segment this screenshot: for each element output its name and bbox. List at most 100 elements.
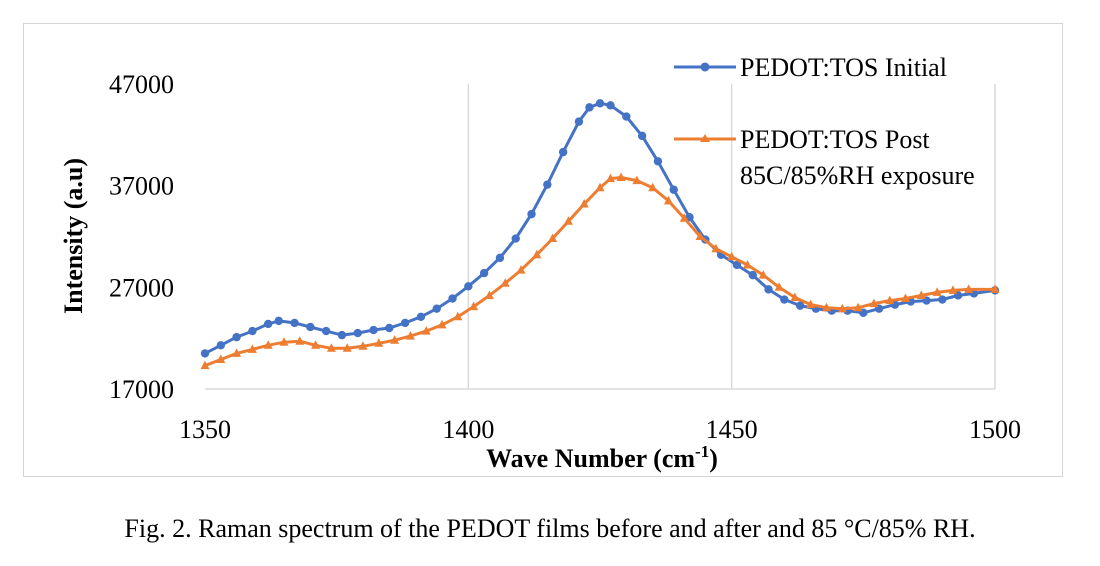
data-point-1-48: [948, 285, 958, 294]
data-point-1-6: [295, 336, 305, 345]
data-point-1-28: [632, 175, 642, 185]
series-post: [200, 172, 1000, 370]
data-point-0-29: [637, 131, 647, 141]
tick-labels: 1350 1400 1450 1500 17000 27000 37000 47000: [109, 70, 1021, 444]
y-tick-label-37000: 37000: [109, 172, 174, 201]
data-point-1-38: [790, 292, 800, 301]
data-point-0-2: [232, 332, 241, 342]
data-point-0-15: [432, 304, 441, 313]
data-point-0-3: [248, 326, 257, 336]
data-point-0-12: [385, 323, 394, 333]
data-point-0-16: [448, 294, 457, 303]
series-layer: [200, 99, 1000, 370]
data-point-0-21: [527, 209, 536, 219]
legend-entry-initial: PEDOT:TOS Initial: [674, 53, 947, 82]
data-point-0-14: [416, 312, 426, 322]
legend: PEDOT:TOS Initial PEDOT:TOS Post 85C/85%…: [674, 53, 975, 190]
data-point-1-26: [606, 173, 615, 183]
data-point-1-4: [263, 340, 273, 349]
data-point-1-5: [279, 337, 289, 346]
data-point-0-0: [200, 349, 210, 358]
legend-label-post-line2: 85C/85%RH exposure: [740, 161, 975, 190]
data-point-1-46: [916, 290, 926, 299]
data-point-1-7: [311, 340, 321, 349]
data-point-0-24: [574, 117, 584, 126]
data-point-1-34: [727, 251, 737, 261]
data-point-1-27: [616, 172, 626, 181]
y-axis-title: Intensity (a.u): [59, 158, 88, 314]
data-point-1-41: [837, 303, 847, 313]
x-axis-title: Wave Number (cm-1): [486, 442, 718, 473]
data-point-0-22: [543, 180, 552, 189]
data-point-1-10: [358, 341, 368, 350]
data-point-1-3: [247, 344, 257, 353]
data-point-1-39: [806, 299, 816, 309]
y-tick-label-27000: 27000: [109, 273, 174, 302]
series-line-0: [204, 101, 996, 355]
data-point-0-5: [274, 316, 283, 326]
data-point-1-30: [664, 195, 673, 205]
data-point-0-31: [669, 185, 678, 194]
data-point-1-31: [679, 213, 689, 222]
data-point-1-15: [437, 319, 447, 329]
data-point-0-39: [795, 301, 805, 310]
data-point-1-8: [326, 343, 336, 352]
data-point-0-19: [495, 253, 505, 263]
data-point-1-12: [390, 335, 400, 344]
data-point-1-37: [774, 282, 784, 291]
data-point-1-2: [232, 348, 242, 357]
x-tick-label-1400: 1400: [442, 415, 494, 444]
data-point-1-18: [484, 290, 494, 299]
data-point-0-7: [306, 322, 315, 332]
data-point-1-47: [932, 287, 942, 296]
x-axis-title-main: Wave Number (cm: [486, 444, 695, 473]
legend-label-post-line1: PEDOT:TOS Post: [740, 125, 930, 154]
data-point-1-23: [563, 216, 573, 225]
data-point-0-37: [764, 285, 773, 294]
data-point-1-32: [695, 231, 705, 240]
data-point-1-9: [342, 343, 352, 352]
y-tick-label-47000: 47000: [109, 70, 174, 99]
data-point-0-8: [321, 326, 331, 336]
data-point-0-48: [938, 295, 947, 304]
data-point-0-20: [511, 234, 520, 243]
data-point-1-20: [516, 265, 526, 274]
legend-marker-initial: [700, 62, 710, 72]
data-point-1-11: [374, 338, 384, 347]
data-point-1-40: [822, 302, 831, 312]
data-point-0-17: [464, 282, 473, 291]
data-point-0-18: [479, 268, 489, 278]
data-point-0-1: [216, 341, 225, 350]
data-point-0-38: [780, 295, 789, 304]
x-tick-label-1350: 1350: [179, 415, 231, 444]
data-point-1-35: [743, 260, 752, 269]
raman-chart: 1350 1400 1450 1500 17000 27000 37000 47000 Int…: [59, 53, 1021, 473]
data-point-1-42: [853, 302, 863, 312]
figure-caption: Fig. 2. Raman spectrum of the PEDOT film…: [124, 514, 976, 543]
data-point-0-6: [290, 318, 299, 328]
x-tick-label-1500: 1500: [969, 415, 1021, 444]
data-point-1-25: [595, 182, 605, 192]
data-point-0-11: [369, 325, 378, 335]
data-point-1-43: [869, 298, 879, 308]
x-axis-title-suffix: ): [709, 444, 718, 473]
data-point-0-35: [732, 260, 742, 270]
data-point-0-28: [622, 112, 631, 121]
data-point-1-1: [216, 354, 226, 363]
data-point-0-25: [585, 103, 594, 112]
data-point-1-33: [711, 243, 721, 253]
data-point-1-24: [579, 199, 589, 208]
data-point-1-36: [758, 270, 768, 279]
legend-label-initial: PEDOT:TOS Initial: [740, 53, 947, 82]
chart-frame: 1350 1400 1450 1500 17000 27000 37000 47000 Int…: [23, 23, 1063, 477]
data-point-1-49: [964, 284, 974, 293]
series-line-1: [204, 176, 995, 367]
legend-entry-post: PEDOT:TOS Post 85C/85%RH exposure: [674, 125, 975, 190]
data-point-0-10: [353, 328, 362, 338]
data-point-0-4: [264, 319, 273, 329]
data-point-1-19: [500, 278, 510, 287]
data-point-1-16: [453, 311, 463, 321]
data-point-1-29: [648, 182, 658, 192]
data-point-1-45: [901, 293, 910, 302]
data-point-0-23: [558, 147, 568, 157]
